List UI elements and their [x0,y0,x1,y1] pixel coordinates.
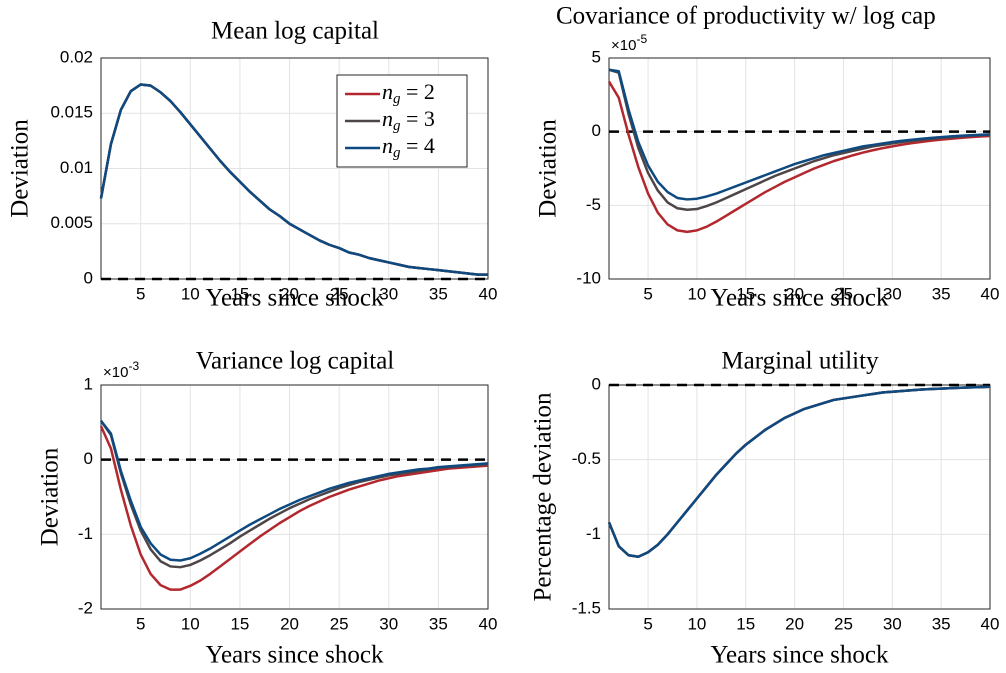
y-tick-label: -5 [586,195,601,214]
x-axis-label: Years since shock [711,285,889,312]
y-tick-label: 0 [84,268,93,287]
x-tick-label: 35 [932,614,951,633]
y-tick-label: 5 [592,47,601,66]
x-tick-label: 10 [181,614,200,633]
y-tick-label: -0.5 [572,449,601,468]
x-tick-label: 30 [379,284,398,303]
series-line [100,420,489,562]
multiplier-base: ×10 [103,364,128,381]
multiplier-exponent: -5 [636,32,647,46]
x-tick-label: 15 [736,614,755,633]
y-multiplier: ×10-3 [103,359,139,381]
y-tick-label: 0.02 [60,47,93,66]
y-tick-label: 1 [84,374,93,393]
x-tick-label: 40 [479,614,498,633]
x-tick-label: 35 [429,614,448,633]
x-tick-label: 20 [785,614,804,633]
x-tick-label: 5 [136,614,145,633]
x-tick-label: 35 [932,284,951,303]
x-tick-label: 30 [883,284,902,303]
x-axis-label: Years since shock [206,285,384,312]
x-tick-label: 25 [834,284,853,303]
x-tick-label: 40 [981,614,1000,633]
y-tick-label: -1 [586,524,601,543]
series-line [99,420,489,569]
x-axis-label: Years since shock [711,642,889,669]
x-tick-label: 10 [181,284,200,303]
x-axis-label: Years since shock [206,642,384,669]
multiplier-base: ×10 [611,37,636,54]
x-tick-label: 5 [643,284,652,303]
y-tick-label: -10 [576,268,601,287]
chart-title: Marginal utility [721,348,879,375]
x-tick-label: 10 [687,614,706,633]
y-tick-label: 0 [84,449,93,468]
multiplier-exponent: -3 [128,359,139,373]
x-tick-label: 30 [379,614,398,633]
series-line [99,425,489,591]
y-axis-label: Deviation [535,119,562,218]
y-tick-label: 0.005 [50,213,93,232]
series-line [607,385,991,558]
x-tick-label: 5 [136,284,145,303]
y-tick-label: 0 [592,121,601,140]
series-line [607,80,991,234]
x-tick-label: 20 [280,614,299,633]
x-tick-label: 35 [429,284,448,303]
y-tick-label: 0.01 [60,158,93,177]
axes-box [608,57,991,280]
axes-box [100,384,489,610]
legend-label: ng = 3 [382,106,435,134]
x-tick-label: 15 [736,284,755,303]
axes-box [608,384,991,610]
y-multiplier: ×10-5 [611,32,647,54]
chart-title: Covariance of productivity w/ log cap [556,3,936,30]
x-tick-label: 25 [330,284,349,303]
legend-label: ng = 4 [382,133,435,161]
series-line [99,83,488,276]
x-tick-label: 25 [834,614,853,633]
x-tick-label: 10 [687,284,706,303]
x-tick-label: 20 [280,284,299,303]
y-axis-label: Deviation [37,447,64,546]
x-tick-label: 20 [785,284,804,303]
x-tick-label: 15 [230,614,249,633]
legend-label: ng = 2 [382,79,435,107]
y-tick-label: -1 [78,524,93,543]
x-tick-label: 30 [883,614,902,633]
x-tick-label: 40 [981,284,1000,303]
x-tick-label: 15 [230,284,249,303]
series-line [608,68,991,201]
y-axis-label: Percentage deviation [530,392,557,601]
y-tick-label: -1.5 [572,598,601,617]
y-tick-label: 0 [592,374,601,393]
x-tick-label: 5 [643,614,652,633]
x-tick-label: 40 [479,284,498,303]
chart-title: Variance log capital [196,348,395,375]
y-tick-label: -2 [78,598,93,617]
x-tick-label: 25 [330,614,349,633]
y-tick-label: 0.015 [50,103,93,122]
chart-title: Mean log capital [211,18,379,45]
y-axis-label: Deviation [7,119,34,218]
